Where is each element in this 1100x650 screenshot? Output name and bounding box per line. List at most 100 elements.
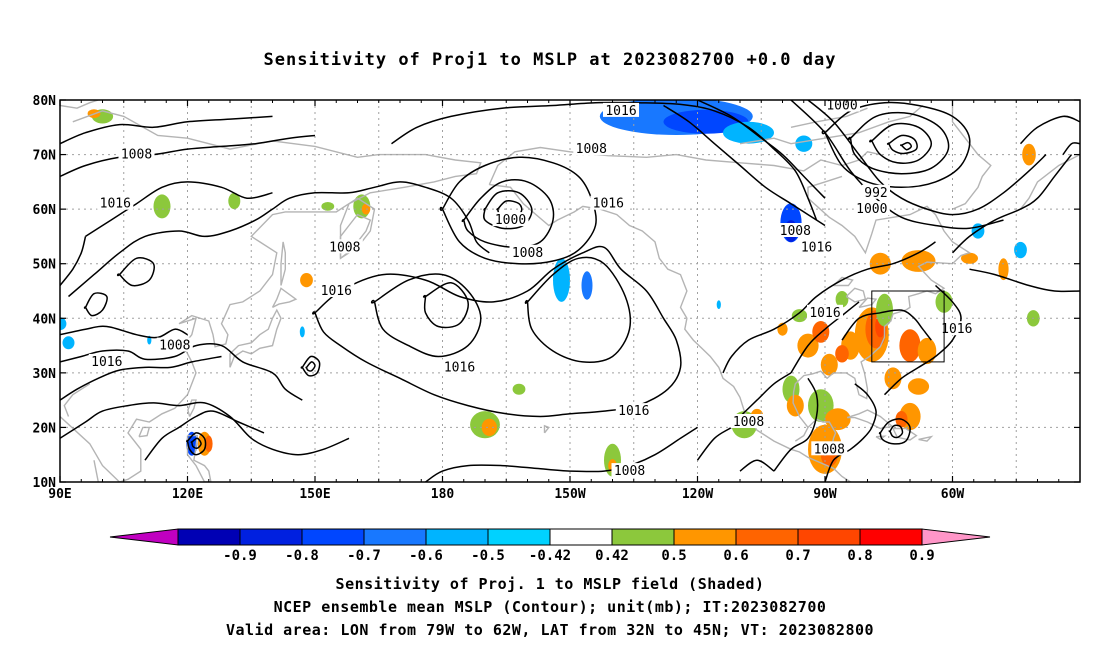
sensitivity-cell bbox=[907, 378, 930, 395]
lon-label: 60W bbox=[941, 487, 965, 502]
mslp-contour bbox=[83, 292, 108, 317]
mslp-contour bbox=[969, 268, 1080, 293]
contour-label: 1016 bbox=[321, 284, 352, 299]
sensitivity-cell bbox=[899, 329, 921, 362]
sensitivity-cell bbox=[835, 345, 849, 363]
coastlines bbox=[60, 100, 1080, 482]
coastline bbox=[918, 435, 934, 442]
sensitivity-cell bbox=[998, 258, 1009, 281]
contour-label: 1000 bbox=[826, 99, 857, 114]
coastline bbox=[846, 409, 894, 430]
mslp-contour bbox=[524, 256, 632, 363]
contour-label: 1008 bbox=[512, 246, 543, 261]
mslp-contour bbox=[422, 282, 469, 329]
sensitivity-cell bbox=[825, 408, 851, 431]
coastline bbox=[187, 399, 197, 417]
coastline bbox=[229, 308, 282, 368]
contour-label-bg bbox=[492, 212, 529, 227]
mslp-contour bbox=[60, 355, 222, 401]
contour-label-bg bbox=[326, 239, 363, 254]
lon-label: 120E bbox=[172, 487, 203, 502]
contour-label: 1016 bbox=[91, 355, 122, 370]
valid-area-box bbox=[871, 290, 945, 363]
mslp-contour bbox=[300, 355, 321, 377]
contour-label: 1016 bbox=[809, 306, 840, 321]
coastline bbox=[60, 110, 482, 482]
colorbar-bin bbox=[177, 528, 241, 546]
contour-label-bg bbox=[156, 337, 193, 352]
colorbar-label: -0.8 bbox=[285, 548, 319, 564]
coastline bbox=[792, 175, 972, 428]
lat-label: 70N bbox=[33, 149, 57, 164]
coastline bbox=[951, 100, 992, 210]
contour-label-bg bbox=[807, 304, 843, 319]
colorbar-label: -0.7 bbox=[347, 548, 381, 564]
mslp-contour bbox=[144, 410, 265, 461]
contour-label-bg bbox=[441, 359, 478, 374]
colorbar-bin bbox=[549, 528, 613, 546]
contour-label: 1008 bbox=[121, 148, 152, 163]
contour-label-bg bbox=[862, 184, 890, 199]
sensitivity-cell bbox=[869, 252, 891, 275]
mslp-contour bbox=[116, 257, 155, 287]
mslp-contour bbox=[900, 141, 913, 151]
contour-label: 1016 bbox=[593, 197, 624, 212]
mslp-contour bbox=[739, 459, 775, 472]
contour-label: 1008 bbox=[576, 142, 607, 157]
contour-label-bg bbox=[603, 102, 639, 117]
sensitivity-cell bbox=[321, 202, 335, 211]
contour-label-bg bbox=[590, 195, 627, 210]
colorbar-bin bbox=[487, 528, 551, 546]
contour-label: 1008 bbox=[159, 339, 190, 354]
coastline bbox=[858, 297, 878, 309]
sensitivity-cell bbox=[1022, 143, 1036, 166]
lon-label: 90W bbox=[813, 487, 837, 502]
lat-label: 10N bbox=[33, 476, 57, 491]
coastline bbox=[271, 287, 298, 309]
sensitivity-cell bbox=[786, 394, 804, 417]
lon-label: 150W bbox=[554, 487, 585, 502]
sensitivity-cell bbox=[901, 250, 936, 272]
colorbar-bin bbox=[859, 528, 923, 546]
contour-label-bg bbox=[509, 244, 546, 259]
contour-label-bg bbox=[97, 195, 134, 210]
mslp-contour bbox=[888, 424, 904, 439]
footer-line-2: NCEP ensemble mean MSLP (Contour); unit(… bbox=[273, 598, 827, 616]
sensitivity-cell bbox=[791, 309, 808, 323]
coastline bbox=[280, 241, 286, 286]
sensitivity-cell bbox=[795, 135, 813, 152]
contour-label-bg bbox=[777, 223, 814, 237]
colorbar-bin bbox=[735, 528, 799, 546]
mslp-contour bbox=[824, 383, 877, 482]
mslp-contour bbox=[697, 100, 826, 199]
colorbar-bin bbox=[425, 528, 489, 546]
colorbar-bin bbox=[239, 528, 303, 546]
colorbar-bin bbox=[611, 528, 675, 546]
contour-label-bg bbox=[938, 321, 975, 336]
mslp-contour bbox=[312, 245, 682, 418]
coastline bbox=[833, 276, 854, 287]
mslp-contour bbox=[821, 101, 971, 189]
mslp-contour bbox=[60, 401, 350, 456]
colorbar-label: -0.6 bbox=[409, 548, 443, 564]
contour-label-bg bbox=[730, 414, 767, 428]
sensitivity-cell bbox=[153, 194, 171, 219]
contour-label: 1008 bbox=[329, 240, 360, 255]
lat-label: 60N bbox=[33, 203, 57, 218]
sensitivity-cell bbox=[300, 273, 313, 288]
lat-label: 50N bbox=[33, 258, 57, 273]
lon-label: 90E bbox=[48, 487, 71, 502]
colorbar-bin bbox=[673, 528, 737, 546]
footer-line-3: Valid area: LON from 79W to 62W, LAT fro… bbox=[225, 621, 875, 639]
sensitivity-cell bbox=[917, 337, 937, 365]
lat-label: 20N bbox=[33, 421, 57, 436]
sensitivity-cell bbox=[228, 192, 241, 210]
mslp-contour bbox=[790, 301, 860, 374]
mslp-contour bbox=[186, 432, 207, 456]
coastline bbox=[488, 146, 881, 185]
colorbar-label: 0.6 bbox=[723, 548, 748, 564]
mslp-contour bbox=[190, 437, 202, 450]
